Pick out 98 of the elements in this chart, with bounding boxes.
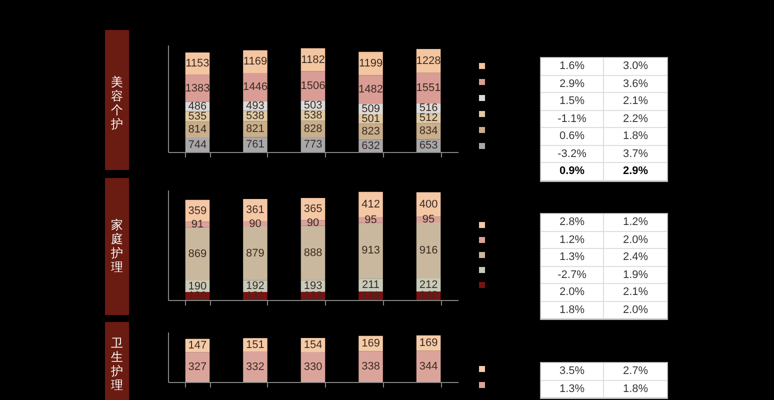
data-label: 344 bbox=[419, 360, 438, 372]
data-label: 365 bbox=[304, 203, 322, 216]
data-label: 761 bbox=[246, 138, 264, 151]
data-label: 503 bbox=[304, 99, 322, 112]
text: 1.8% bbox=[604, 380, 667, 398]
text: 0.9% bbox=[541, 163, 604, 180]
text: 3.6% bbox=[604, 76, 667, 93]
data-label: 916 bbox=[419, 244, 438, 256]
data-label: 744 bbox=[188, 138, 207, 151]
text: 1.9% bbox=[604, 266, 667, 284]
data-label: 338 bbox=[362, 360, 380, 373]
data-label: 139 bbox=[362, 290, 380, 302]
text: 3.5% bbox=[541, 363, 604, 380]
data-label: 332 bbox=[246, 360, 264, 373]
data-label: 653 bbox=[419, 140, 438, 152]
text: -2.7% bbox=[541, 266, 604, 284]
data-label: 412 bbox=[362, 198, 380, 210]
data-label: 1182 bbox=[301, 54, 325, 66]
data-label: 879 bbox=[246, 247, 264, 260]
text: -1.1% bbox=[541, 110, 604, 128]
text: 2.1% bbox=[604, 93, 667, 110]
data-label: 147 bbox=[188, 340, 207, 352]
data-label: 359 bbox=[188, 204, 207, 217]
data-label: 501 bbox=[362, 112, 380, 125]
data-label: 512 bbox=[419, 112, 438, 124]
data-label: 1228 bbox=[416, 54, 441, 67]
text: 3.0% bbox=[604, 58, 667, 76]
text: 1.2% bbox=[541, 232, 604, 249]
text: 1.5% bbox=[541, 93, 604, 110]
data-label: 834 bbox=[419, 125, 438, 138]
text: 1.6% bbox=[541, 58, 604, 76]
data-label: 1482 bbox=[358, 84, 384, 96]
data-label: 814 bbox=[188, 124, 207, 136]
data-label: 133 bbox=[304, 290, 322, 302]
text: 2.0% bbox=[604, 232, 667, 249]
data-label: 169 bbox=[362, 338, 380, 350]
data-label: 151 bbox=[246, 338, 264, 351]
data-label: 821 bbox=[246, 123, 264, 136]
text: 1.3% bbox=[541, 249, 604, 266]
data-label: 509 bbox=[362, 102, 380, 115]
text: 1.3% bbox=[541, 380, 604, 398]
text: 2.0% bbox=[541, 284, 604, 302]
text: 家庭护理 bbox=[110, 218, 124, 274]
data-label: 828 bbox=[304, 122, 322, 135]
data-label: 131 bbox=[246, 290, 264, 302]
data-label: 535 bbox=[188, 110, 207, 122]
data-label: 211 bbox=[362, 279, 380, 292]
data-label: 516 bbox=[419, 102, 438, 114]
data-label: 493 bbox=[246, 100, 264, 112]
data-label: 212 bbox=[419, 278, 438, 291]
text: 2.8% bbox=[541, 214, 604, 232]
data-label: 90 bbox=[306, 217, 320, 230]
text: 2.2% bbox=[604, 110, 667, 128]
text: 2.9% bbox=[541, 76, 604, 93]
data-label: 91 bbox=[191, 218, 204, 231]
data-label: 327 bbox=[188, 361, 207, 374]
data-label: 1383 bbox=[185, 82, 210, 94]
text: -3.2% bbox=[541, 146, 604, 163]
data-label: 538 bbox=[304, 110, 322, 122]
data-label: 330 bbox=[304, 361, 322, 373]
data-label: 1199 bbox=[358, 58, 383, 70]
data-label: 130 bbox=[188, 290, 207, 302]
text: 2.9% bbox=[604, 163, 667, 180]
text: 卫生护理 bbox=[110, 336, 124, 392]
data-label: 169 bbox=[419, 337, 438, 350]
data-label: 190 bbox=[188, 280, 207, 292]
data-label: 95 bbox=[364, 214, 377, 226]
data-label: 95 bbox=[422, 214, 435, 226]
text: 1.8% bbox=[604, 128, 667, 146]
data-label: 1153 bbox=[186, 58, 210, 70]
text: 1.2% bbox=[604, 214, 667, 232]
data-label: 1551 bbox=[416, 82, 441, 94]
data-label: 192 bbox=[246, 280, 264, 292]
text: 2.0% bbox=[604, 302, 667, 319]
data-label: 400 bbox=[419, 198, 438, 210]
text: 美容个护 bbox=[110, 75, 124, 131]
text: 1.8% bbox=[541, 302, 604, 319]
data-label: 193 bbox=[304, 280, 322, 292]
text: 2.1% bbox=[604, 284, 667, 302]
text: 2.7% bbox=[604, 363, 667, 380]
data-label: 154 bbox=[304, 339, 322, 351]
text: 0.6% bbox=[541, 128, 604, 146]
data-label: 538 bbox=[246, 110, 264, 122]
data-label: 1169 bbox=[243, 56, 268, 68]
data-label: 486 bbox=[188, 100, 207, 113]
text: 2.4% bbox=[604, 249, 667, 266]
data-label: 773 bbox=[304, 138, 322, 150]
data-label: 1446 bbox=[242, 81, 268, 94]
data-label: 888 bbox=[304, 246, 322, 259]
data-label: 140 bbox=[419, 290, 438, 302]
text: 3.7% bbox=[604, 146, 667, 163]
data-label: 823 bbox=[362, 126, 380, 138]
data-label: 869 bbox=[188, 248, 207, 260]
data-label: 361 bbox=[246, 204, 264, 216]
data-label: 632 bbox=[362, 140, 380, 152]
data-label: 90 bbox=[249, 218, 262, 230]
data-label: 913 bbox=[362, 244, 380, 257]
data-label: 1506 bbox=[300, 80, 326, 92]
